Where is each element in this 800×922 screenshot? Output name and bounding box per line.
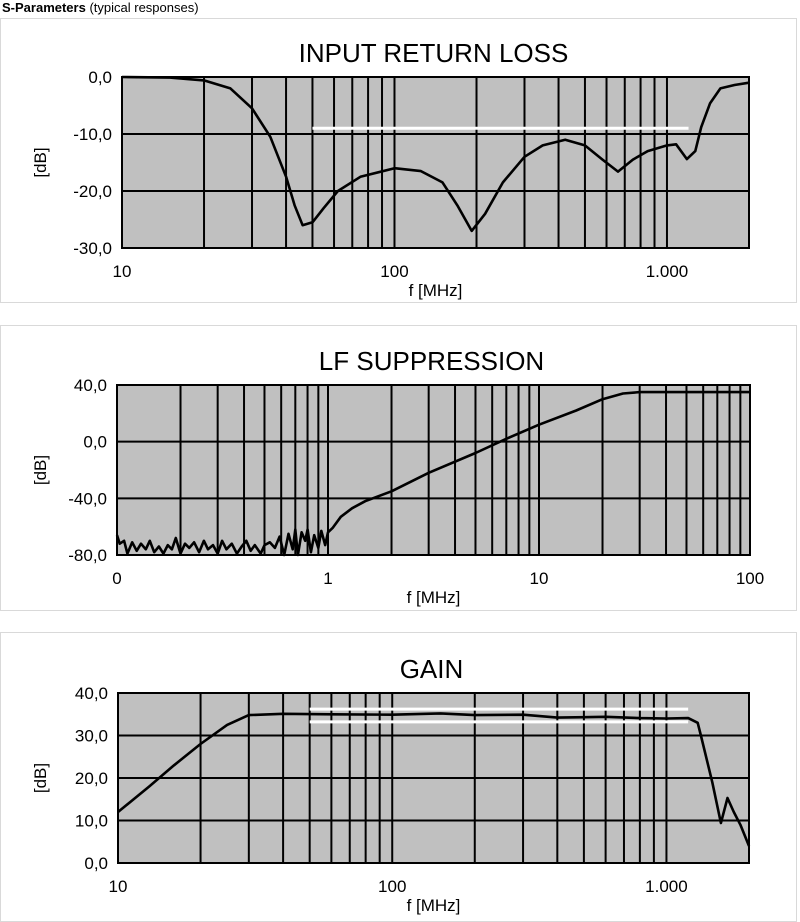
y-axis-label: [dB] [31,455,50,485]
y-tick-label: 20,0 [75,769,108,788]
x-tick-label: 100 [736,569,764,588]
x-tick-label: 1.000 [645,877,688,896]
header-bold: S-Parameters [2,0,86,15]
y-tick-label: -10,0 [73,125,112,144]
y-axis-label: [dB] [31,147,50,177]
plot-border [116,384,751,556]
x-axis-label: f [MHz] [407,896,461,915]
chart-title: INPUT RETURN LOSS [299,38,569,68]
y-tick-label: -30,0 [73,239,112,258]
y-tick-label: 40,0 [75,684,108,703]
plot-area [122,77,749,248]
y-tick-label: 0,0 [84,854,108,873]
x-axis-label: f [MHz] [409,281,463,300]
x-tick-label: 10 [109,877,128,896]
plot-border [121,76,750,249]
y-tick-label: -20,0 [73,182,112,201]
y-axis-label: [dB] [31,763,50,793]
panel-lf-suppression [0,325,797,611]
x-axis-label: f [MHz] [407,588,461,607]
y-tick-label: 30,0 [75,727,108,746]
series-line [121,75,750,233]
x-tick-label: 1.000 [646,262,689,281]
chart-3: GAIN 40,0 30,0 20,0 10,0 0,010 100 1.000 f [MHz]… [31,654,751,915]
chart-2: LF SUPPRESSION 40,0 0,0 -40,0 -80,0 0 1 10 100 f … [31,346,764,607]
chart-title: GAIN [400,654,464,684]
x-tick-label: 1 [323,569,332,588]
x-tick-label: 10 [113,262,132,281]
x-tick-label: 10 [530,569,549,588]
y-tick-label: 10,0 [75,812,108,831]
y-tick-label: 40,0 [74,376,107,395]
chart-title: LF SUPPRESSION [319,346,544,376]
y-tick-label: -40,0 [68,489,107,508]
series-line [115,390,750,557]
x-tick-label: 0 [112,569,121,588]
y-tick-label: -80,0 [68,546,107,565]
page-header: S-Parameters (typical responses) [2,0,199,15]
series-line [117,712,751,847]
plot-border [117,692,750,864]
panel-input-return-loss [0,18,797,303]
chart-1: INPUT RETURN LOSS 0,0 -10,0 -20,0 -30,010 100… [31,38,750,300]
x-tick-label: 100 [380,262,408,281]
x-tick-label: 100 [378,877,406,896]
header-normal: (typical responses) [89,0,199,15]
y-tick-label: 0,0 [83,433,107,452]
y-tick-label: 0,0 [88,68,112,87]
